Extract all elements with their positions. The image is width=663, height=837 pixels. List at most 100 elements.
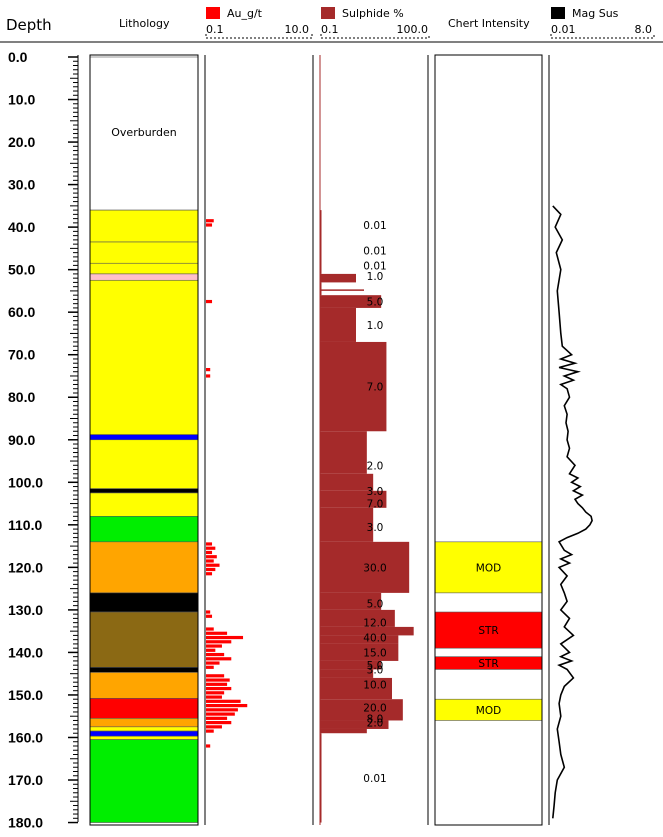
depth-tick-label: 70.0 xyxy=(8,347,35,363)
au-bar xyxy=(206,708,238,712)
sulphide-bar xyxy=(320,273,356,283)
sulphide-bar xyxy=(320,635,399,644)
au-bar xyxy=(206,550,213,555)
au-bar xyxy=(206,716,228,720)
sulphide-value-label: 20.0 xyxy=(363,703,386,715)
au-bar xyxy=(206,546,216,550)
sulphide-value-label: 7.0 xyxy=(367,382,384,394)
depth-tick-label: 130.0 xyxy=(8,602,43,618)
magsus-legend-swatch xyxy=(551,7,565,19)
au-scale-bracket xyxy=(205,34,313,39)
au-bar xyxy=(206,374,211,378)
lithology-interval xyxy=(89,273,199,281)
chert-track: MOD STR STR MOD xyxy=(434,541,543,721)
au-bar xyxy=(206,699,241,703)
lithology-interval xyxy=(89,667,199,673)
sulphide-value-label: 40.0 xyxy=(363,633,386,645)
sulphide-value-label: 5.0 xyxy=(367,660,384,672)
au-bar xyxy=(206,744,211,748)
header: Depth Lithology Au_g/t 0.1 10.0 Sulphide… xyxy=(0,7,663,43)
au-bar xyxy=(206,678,230,682)
sulphide-value-label: 5.0 xyxy=(367,599,384,611)
lithology-interval xyxy=(89,730,199,737)
depth-tick-label: 110.0 xyxy=(8,517,42,533)
au-bar xyxy=(206,652,225,657)
au-bar xyxy=(206,665,214,669)
sulphide-value-label: 1.0 xyxy=(367,320,384,332)
au-bar xyxy=(206,572,213,576)
chert-track-frame xyxy=(434,54,543,826)
sulphide-bar xyxy=(320,473,374,491)
depth-tick-label: 150.0 xyxy=(8,687,43,703)
sulphide-value-label: 10.0 xyxy=(363,679,386,691)
lithology-interval xyxy=(89,592,199,613)
sulphide-bar xyxy=(320,677,392,700)
sulphide-value-label: 0.01 xyxy=(363,220,386,232)
depth-tick-label: 40.0 xyxy=(8,219,35,235)
au-bar xyxy=(206,640,232,644)
magsus-track xyxy=(552,205,593,819)
lithology-interval xyxy=(89,209,199,243)
lithology-interval xyxy=(89,56,199,211)
sulphide-bar xyxy=(320,431,367,474)
depth-tick-label: 100.0 xyxy=(8,474,43,490)
sulphide-bar xyxy=(320,626,414,636)
au-bar xyxy=(206,712,235,716)
au-bar xyxy=(206,555,217,559)
magsus-scale-min: 0.01 xyxy=(551,23,576,36)
lithology-interval xyxy=(89,439,199,489)
au-bar xyxy=(206,703,248,708)
sulphide-value-label: 0.01 xyxy=(363,773,386,785)
au-bar xyxy=(206,219,214,223)
sulphide-bar xyxy=(320,341,387,432)
sulphide-value-label: 5.0 xyxy=(367,297,384,309)
au-bar xyxy=(206,691,225,695)
au-bar xyxy=(206,720,232,725)
depth-tick-label: 120.0 xyxy=(8,559,43,575)
lithology-interval xyxy=(89,492,199,517)
au-track xyxy=(206,219,248,748)
lithology-interval xyxy=(89,718,199,728)
sulphide-bar xyxy=(320,699,403,721)
depth-tick-label: 140.0 xyxy=(8,644,43,660)
chert-interval-label: MOD xyxy=(476,562,501,574)
sulphide-value-label: 8.0 xyxy=(367,713,384,725)
au-bar xyxy=(206,223,213,227)
sulphide-value-label: 3.0 xyxy=(367,522,384,534)
lithology-track-frame xyxy=(89,54,199,826)
sulphide-track: 0.010.010.011.05.01.07.02.03.07.03.030.0… xyxy=(320,210,414,823)
sulphide-bar xyxy=(320,609,395,627)
sulphide-bar xyxy=(320,295,382,308)
au-scale-min: 0.1 xyxy=(206,23,224,36)
sulphide-bar xyxy=(320,660,382,670)
sulphide-bar xyxy=(320,282,322,296)
depth-tick-label: 0.0 xyxy=(8,49,28,65)
sulphide-scale-min: 0.1 xyxy=(321,23,339,36)
depth-tick-label: 30.0 xyxy=(8,177,35,193)
lithology-interval xyxy=(89,262,199,275)
sulphide-bar xyxy=(320,728,367,734)
sulphide-bar xyxy=(320,720,389,729)
au-bar xyxy=(206,695,222,699)
au-title: Au_g/t xyxy=(227,7,263,20)
chert-interval-label: STR xyxy=(478,625,498,637)
sulphide-value-label: 0.01 xyxy=(363,260,386,272)
sulphide-bar xyxy=(320,592,382,610)
chert-interval xyxy=(434,611,543,649)
au-bar xyxy=(206,627,214,631)
magsus-curve xyxy=(552,205,593,819)
overburden-label: Overburden xyxy=(111,126,176,139)
lithology-interval xyxy=(89,739,199,823)
depth-tick-label: 10.0 xyxy=(8,92,35,108)
au-bar xyxy=(206,614,213,618)
lithology-interval xyxy=(89,698,199,719)
depth-tick-label: 170.0 xyxy=(8,772,43,788)
au-bar xyxy=(206,644,222,648)
depth-tick-label: 90.0 xyxy=(8,432,35,448)
au-bar xyxy=(206,635,244,640)
sulphide-title: Sulphide % xyxy=(342,7,404,20)
lithology-interval xyxy=(89,434,199,441)
sulphide-value-label: 30.0 xyxy=(363,562,386,574)
sulphide-bar xyxy=(320,507,374,542)
